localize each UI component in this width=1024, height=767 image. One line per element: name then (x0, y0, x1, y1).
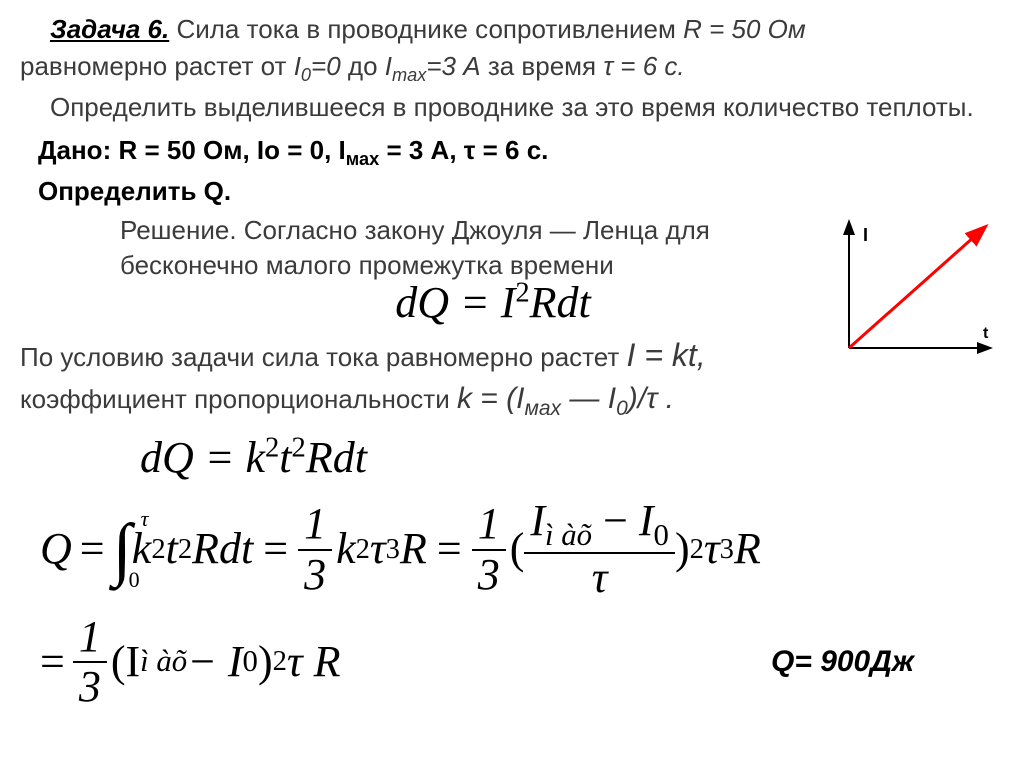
imax-eq: =3 А (426, 51, 480, 81)
given-label: Дано: (38, 135, 118, 165)
tau3b: τ (704, 525, 720, 573)
line2-sub: ì àõ (140, 645, 187, 679)
imax-I: I (530, 496, 545, 545)
frac-imax: Iì àõ − I0 τ (524, 497, 675, 603)
frac-num-a: 1 (298, 500, 332, 550)
given-imax-sub: мах (346, 149, 379, 169)
frac-13-b: 1 3 (472, 500, 506, 599)
int-eq2: = (263, 525, 288, 573)
line-ikt: По условию задачи сила тока равномерно р… (20, 334, 826, 377)
dq2-mid: t (279, 433, 291, 482)
line2-eq: = (40, 638, 65, 686)
minus: − (603, 496, 628, 545)
dq1-pre: dQ = I (395, 278, 515, 327)
dq2-tail: Rdt (306, 433, 367, 482)
graph-x-label: t (983, 325, 989, 342)
int-eq1: = (80, 525, 105, 573)
statement-text-3: до (341, 51, 385, 81)
solution-label: Решение. (120, 215, 244, 245)
solution-text-col: Решение. Согласно закону Джоуля — Ленца … (20, 213, 826, 432)
frac-den-c: 3 (73, 663, 107, 711)
int-upper: τ (141, 507, 149, 531)
R2: R (734, 525, 761, 573)
frac-imax-num: Iì àõ − I0 (524, 497, 675, 555)
given-line: Дано: R = 50 Ом, Iо = 0, Iмах = 3 А, τ =… (38, 133, 1004, 172)
tau3: τ (370, 525, 386, 573)
imax-sub-broken: ì àõ (545, 517, 592, 551)
eq-k-sub2: 0 (616, 397, 628, 420)
int-Q: Q (40, 525, 72, 573)
k2: k (336, 525, 356, 573)
given-tail: = 3 А, τ = 6 с. (379, 135, 548, 165)
formula-dq2: dQ = k2t2Rdt (140, 432, 1004, 483)
statement-text-1: Сила тока в проводнике сопротивлением (169, 14, 683, 44)
integral-symbol: ∫ τ 0 (113, 511, 132, 588)
find-line: Определить Q. (38, 174, 1004, 209)
final-row: = 1 3 (Iì àõ − I0)2 τ R Q= 900Дж (20, 613, 1004, 712)
frac-13-a: 1 3 (298, 500, 332, 599)
imax-sub: max (392, 65, 426, 85)
graph-svg: I t (834, 213, 1004, 363)
formula-dq1: dQ = I2Rdt (160, 277, 826, 328)
statement-line-2: равномерно растет от I0=0 до Imax=3 А за… (20, 49, 1004, 88)
statement-line-3: Определить выделившееся в проводнике за … (20, 90, 1004, 125)
eq-ikt: I = kt, (627, 337, 706, 373)
statement-text-2: равномерно растет от (20, 51, 294, 81)
R1: R (400, 525, 427, 573)
imax-var: I (385, 51, 392, 81)
frac-den-a: 3 (298, 551, 332, 599)
close-paren: ) (675, 525, 690, 573)
dq1-tail: Rdt (530, 278, 591, 327)
eq-k: k = (I (457, 382, 525, 415)
graph-y-label: I (863, 225, 868, 245)
line2-paren: (I (111, 638, 140, 686)
int-eq3: = (437, 525, 462, 573)
statement-line-1: Задача 6. Сила тока в проводнике сопроти… (20, 12, 1004, 47)
tau-eq: τ = 6 с. (603, 51, 684, 81)
dq2-pre: dQ = k (140, 433, 265, 482)
int-lower: 0 (129, 568, 140, 592)
int-tail: Rdt (192, 525, 253, 573)
k-pre: коэффициент пропорциональности (20, 384, 457, 414)
i0-var: I (294, 51, 301, 81)
ikt-pre: По условию задачи сила тока равномерно р… (20, 342, 627, 372)
int-t: t (166, 525, 178, 573)
frac-13-c: 1 3 (73, 613, 107, 712)
r-eq: R = 50 Ом (683, 14, 806, 44)
dq1-sup: 2 (515, 277, 529, 308)
statement-text-4: за время (481, 51, 604, 81)
i0-sub: 0 (301, 65, 311, 85)
formula-integral-line: Q = ∫ τ 0 k2t2Rdt = 1 3 k2τ3R = 1 3 ( Iì… (40, 497, 1004, 603)
frac-den-b: 3 (472, 551, 506, 599)
frac-num-c: 1 (73, 613, 107, 663)
i0-I: I (639, 496, 654, 545)
graph-current-line (849, 228, 984, 348)
problem-title: Задача 6. (50, 14, 169, 44)
frac-num-b: 1 (472, 500, 506, 550)
solution-row: Решение. Согласно закону Джоуля — Ленца … (20, 213, 1004, 432)
frac-imax-den: τ (524, 554, 675, 602)
i0-eq: =0 (311, 51, 341, 81)
eq-k-mid: — I (561, 382, 616, 415)
problem-block: Задача 6. Сила тока в проводнике сопроти… (20, 12, 1004, 711)
solution-intro: Решение. Согласно закону Джоуля — Ленца … (120, 213, 826, 283)
eq-k-tail: )/τ . (628, 382, 674, 415)
line-k: коэффициент пропорциональности k = (Iмах… (20, 379, 826, 423)
line2-minus: − I (187, 638, 242, 686)
formula-final: = 1 3 (Iì àõ − I0)2 τ R (40, 613, 341, 712)
eq-k-sub: мах (524, 397, 561, 420)
graph-box: I t (834, 213, 1004, 363)
answer: Q= 900Дж (771, 645, 914, 679)
line2-tail: τ R (287, 638, 341, 686)
given-values: R = 50 Ом, Iо = 0, I (118, 135, 345, 165)
